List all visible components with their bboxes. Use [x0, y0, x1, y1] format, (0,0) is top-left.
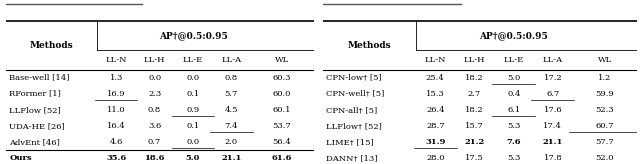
Text: 60.1: 60.1	[273, 106, 291, 114]
Text: 16.9: 16.9	[107, 90, 125, 98]
Text: LIME† [15]: LIME† [15]	[326, 138, 374, 146]
Text: 52.0: 52.0	[595, 154, 614, 162]
Text: 7.6: 7.6	[506, 138, 521, 146]
Text: 60.3: 60.3	[273, 74, 291, 82]
Text: 60.7: 60.7	[595, 122, 614, 130]
Text: RFormer [1]: RFormer [1]	[10, 90, 61, 98]
Text: 0.0: 0.0	[148, 74, 161, 82]
Text: 2.7: 2.7	[468, 90, 481, 98]
Text: 52.3: 52.3	[595, 106, 614, 114]
Text: 18.2: 18.2	[465, 74, 484, 82]
Text: LL-E: LL-E	[183, 56, 203, 64]
Text: 17.2: 17.2	[543, 74, 562, 82]
Text: AP†@0.5:0.95: AP†@0.5:0.95	[479, 31, 548, 40]
Text: LL-A: LL-A	[221, 56, 241, 64]
Text: 0.9: 0.9	[186, 106, 200, 114]
Text: 6.1: 6.1	[507, 106, 520, 114]
Text: LL-H: LL-H	[464, 56, 485, 64]
Text: DANN† [13]: DANN† [13]	[326, 154, 378, 162]
Text: LL-E: LL-E	[504, 56, 524, 64]
Text: 0.0: 0.0	[186, 138, 200, 146]
Text: 4.6: 4.6	[109, 138, 123, 146]
Text: 53.7: 53.7	[273, 122, 291, 130]
Text: 0.1: 0.1	[186, 90, 200, 98]
Text: 6.7: 6.7	[547, 90, 559, 98]
Text: 2.3: 2.3	[148, 90, 161, 98]
Text: 17.4: 17.4	[543, 122, 563, 130]
Text: Base-well [14]: Base-well [14]	[10, 74, 70, 82]
Text: AP†@0.5:0.95: AP†@0.5:0.95	[159, 31, 227, 40]
Text: 28.0: 28.0	[426, 154, 445, 162]
Text: 5.3: 5.3	[507, 154, 520, 162]
Text: 5.0: 5.0	[186, 154, 200, 162]
Text: 0.0: 0.0	[186, 74, 200, 82]
Text: 59.9: 59.9	[595, 90, 614, 98]
Text: LLFlow [52]: LLFlow [52]	[10, 106, 61, 114]
Text: LL-N: LL-N	[424, 56, 446, 64]
Text: 17.6: 17.6	[543, 106, 562, 114]
Text: CPN-all† [5]: CPN-all† [5]	[326, 106, 378, 114]
Text: 31.9: 31.9	[425, 138, 445, 146]
Text: AdvEnt [46]: AdvEnt [46]	[10, 138, 60, 146]
Text: CPN-well† [5]: CPN-well† [5]	[326, 90, 385, 98]
Text: 21.1: 21.1	[221, 154, 242, 162]
Text: 11.0: 11.0	[107, 106, 125, 114]
Text: Methods: Methods	[348, 41, 391, 50]
Text: 1.3: 1.3	[109, 74, 123, 82]
Text: LLFlow† [52]: LLFlow† [52]	[326, 122, 382, 130]
Text: 0.8: 0.8	[148, 106, 161, 114]
Text: 17.5: 17.5	[465, 154, 484, 162]
Text: 4.5: 4.5	[225, 106, 238, 114]
Text: 1.2: 1.2	[598, 74, 611, 82]
Text: 21.1: 21.1	[543, 138, 563, 146]
Text: 25.4: 25.4	[426, 74, 445, 82]
Text: 0.1: 0.1	[186, 122, 200, 130]
Text: 5.0: 5.0	[507, 74, 520, 82]
Text: WL: WL	[275, 56, 289, 64]
Text: 0.4: 0.4	[507, 90, 520, 98]
Text: 7.4: 7.4	[225, 122, 238, 130]
Text: 21.2: 21.2	[465, 138, 484, 146]
Text: 56.4: 56.4	[273, 138, 291, 146]
Text: 15.7: 15.7	[465, 122, 484, 130]
Text: Methods: Methods	[30, 41, 74, 50]
Text: 0.7: 0.7	[148, 138, 161, 146]
Text: Ours: Ours	[10, 154, 32, 162]
Text: 18.2: 18.2	[465, 106, 484, 114]
Text: 5.7: 5.7	[225, 90, 238, 98]
Text: LL-N: LL-N	[106, 56, 127, 64]
Text: 26.4: 26.4	[426, 106, 445, 114]
Text: 28.7: 28.7	[426, 122, 445, 130]
Text: 57.7: 57.7	[595, 138, 614, 146]
Text: 5.3: 5.3	[507, 122, 520, 130]
Text: 61.6: 61.6	[272, 154, 292, 162]
Text: 17.8: 17.8	[543, 154, 563, 162]
Text: 16.4: 16.4	[107, 122, 125, 130]
Text: WL: WL	[598, 56, 612, 64]
Text: 0.8: 0.8	[225, 74, 238, 82]
Text: LL-H: LL-H	[144, 56, 165, 64]
Text: 60.0: 60.0	[273, 90, 291, 98]
Text: 2.0: 2.0	[225, 138, 238, 146]
Text: UDA-HE [26]: UDA-HE [26]	[10, 122, 65, 130]
Text: 3.6: 3.6	[148, 122, 161, 130]
Text: LL-A: LL-A	[543, 56, 563, 64]
Text: 18.6: 18.6	[145, 154, 165, 162]
Text: 35.6: 35.6	[106, 154, 126, 162]
Text: CPN-low† [5]: CPN-low† [5]	[326, 74, 382, 82]
Text: 15.3: 15.3	[426, 90, 445, 98]
